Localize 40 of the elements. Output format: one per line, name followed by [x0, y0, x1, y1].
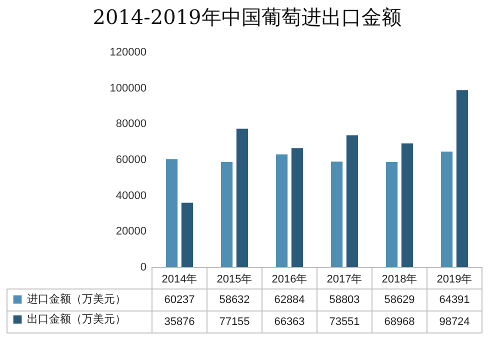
x-tick-label: 2015年 — [216, 274, 252, 286]
bar — [386, 162, 398, 267]
data-label: 62884 — [274, 294, 305, 306]
bar — [456, 90, 468, 267]
y-tick-label: 60000 — [116, 154, 146, 166]
data-label: 66363 — [274, 316, 305, 328]
data-label: 58629 — [384, 294, 415, 306]
x-tick-label: 2018年 — [382, 274, 418, 286]
data-label: 60237 — [164, 294, 195, 306]
x-tick-label: 2017年 — [326, 274, 362, 286]
bar — [236, 128, 248, 267]
y-tick-label: 20000 — [116, 226, 146, 238]
legend-label: 出口金额（万美元） — [27, 312, 126, 326]
bar — [401, 143, 414, 267]
data-label: 35876 — [164, 316, 195, 328]
bar — [181, 202, 194, 267]
legend-label: 进口金额（万美元） — [27, 292, 126, 306]
bar — [330, 162, 343, 267]
data-label: 98724 — [439, 316, 470, 328]
data-label: 64391 — [439, 294, 470, 306]
bar — [166, 159, 178, 267]
chart-title: 2014-2019年中国葡萄进出口金额 — [92, 5, 402, 29]
x-tick-label: 2019年 — [436, 274, 472, 286]
bar — [440, 152, 453, 267]
data-label: 77155 — [219, 316, 250, 328]
data-label: 58803 — [329, 294, 360, 306]
x-tick-label: 2016年 — [272, 274, 308, 286]
bar — [346, 135, 358, 267]
data-label: 68968 — [384, 316, 415, 328]
y-tick-label: 80000 — [116, 118, 146, 130]
y-tick-label: 0 — [140, 262, 146, 274]
y-tick-label: 100000 — [110, 82, 146, 94]
data-label: 58632 — [219, 294, 250, 306]
bar — [276, 154, 288, 267]
y-tick-label: 120000 — [110, 46, 146, 58]
x-tick-label: 2014年 — [162, 274, 198, 286]
bar — [291, 148, 304, 267]
data-label: 73551 — [329, 316, 360, 328]
bar — [220, 162, 233, 267]
y-tick-label: 40000 — [116, 190, 146, 202]
